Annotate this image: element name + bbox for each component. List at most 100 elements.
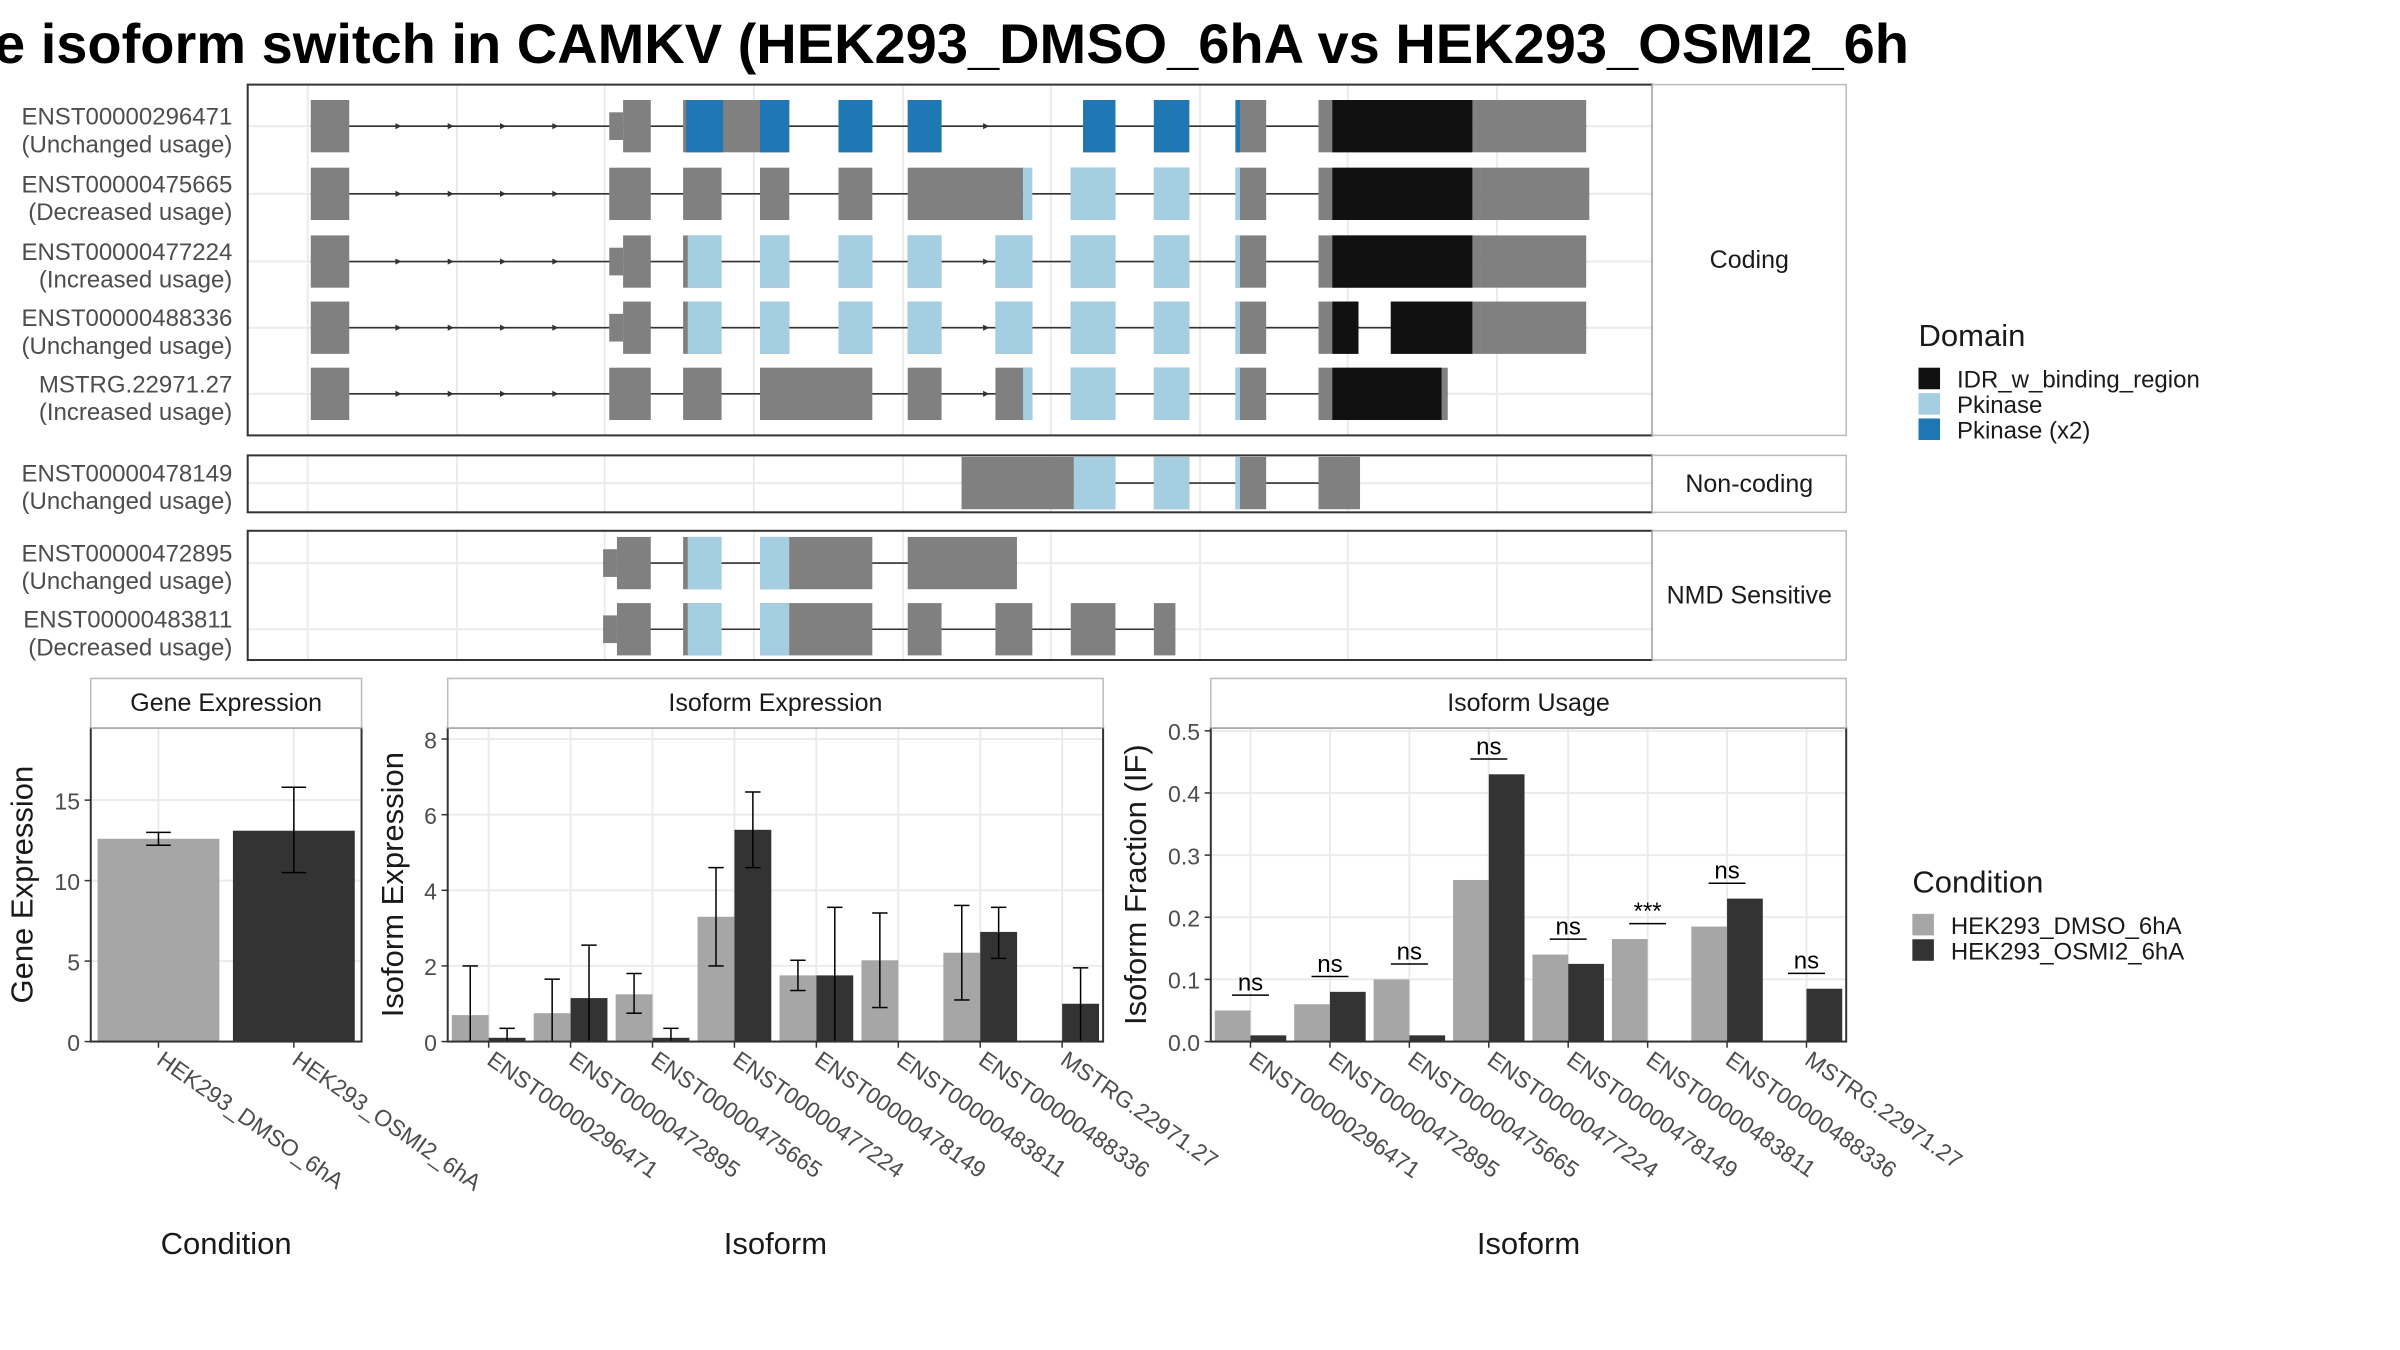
exon bbox=[609, 167, 651, 221]
pkinase-domain bbox=[1153, 235, 1190, 288]
bar bbox=[1691, 926, 1728, 1042]
exon bbox=[995, 603, 1033, 656]
legend-label: Pkinase (x2) bbox=[1957, 417, 2090, 444]
exon bbox=[995, 367, 1024, 421]
transcript-id-label: ENST00000475665 bbox=[21, 171, 232, 198]
pkinase-domain bbox=[1153, 301, 1190, 354]
transcript-id-label: ENST00000472895 bbox=[21, 541, 232, 568]
y-tick-label: 5 bbox=[67, 949, 80, 975]
pkinase-x2-domain bbox=[1083, 100, 1116, 153]
strand-arrow bbox=[395, 390, 402, 397]
pkinase-x2-domain bbox=[1153, 100, 1190, 153]
facet-strip bbox=[1651, 530, 1847, 661]
pkinase-domain bbox=[838, 235, 873, 288]
facet-strip-label: Isoform Usage bbox=[1447, 689, 1610, 717]
exon bbox=[838, 167, 873, 221]
transcript-usage-label: (Increased usage) bbox=[39, 399, 232, 426]
pkinase-domain bbox=[1153, 456, 1190, 510]
strand-arrow bbox=[552, 390, 559, 397]
strand-arrow bbox=[500, 324, 507, 331]
strand-arrow bbox=[447, 123, 454, 130]
exon bbox=[1318, 456, 1361, 510]
bar bbox=[1453, 879, 1489, 1042]
pkinase-domain bbox=[907, 235, 942, 288]
exon bbox=[1153, 603, 1176, 656]
pkinase-domain bbox=[760, 301, 790, 354]
strand-arrow bbox=[500, 123, 507, 130]
legend-label: HEK293_OSMI2_6hA bbox=[1951, 938, 2184, 965]
exon bbox=[907, 167, 1024, 221]
significance-label: ns bbox=[1714, 858, 1739, 885]
strand-arrow bbox=[447, 258, 454, 265]
pkinase-domain bbox=[760, 603, 790, 656]
facet-strip-label: Coding bbox=[1710, 246, 1789, 274]
transcript-usage-label: (Unchanged usage) bbox=[22, 131, 233, 158]
bar bbox=[1488, 774, 1525, 1042]
y-tick-label: 10 bbox=[54, 869, 80, 895]
y-tick-label: 0 bbox=[67, 1030, 80, 1056]
pkinase-domain bbox=[1153, 367, 1190, 421]
exon bbox=[623, 100, 651, 153]
strand-arrow bbox=[500, 390, 507, 397]
exon bbox=[1480, 301, 1587, 354]
bar bbox=[1611, 939, 1648, 1042]
significance-label: ns bbox=[1794, 948, 1819, 975]
strand-arrow bbox=[552, 123, 559, 130]
exon bbox=[907, 367, 942, 421]
pkinase-domain bbox=[1235, 167, 1241, 221]
pkinase-domain bbox=[687, 301, 722, 354]
transcript-enst00000477224 bbox=[310, 235, 1587, 288]
y-tick-label: 0 bbox=[424, 1030, 437, 1056]
bar bbox=[1373, 979, 1410, 1042]
y-tick-label: 0.2 bbox=[1168, 905, 1200, 931]
pkinase-x2-domain bbox=[686, 100, 724, 153]
chart-isoform-usage: ns ns ns ns ns *** ns ns Isoform Usage 0.0 0.1 0.2 0… bbox=[1118, 677, 1967, 1261]
idr-domain bbox=[1390, 301, 1473, 354]
y-axis-title: Isoform Expression bbox=[375, 752, 410, 1017]
y-tick-label: 4 bbox=[424, 879, 437, 905]
legend-title: Domain bbox=[1919, 318, 2026, 353]
legend-title: Condition bbox=[1912, 864, 2043, 899]
exon bbox=[616, 536, 651, 590]
pkinase-domain bbox=[687, 235, 722, 288]
pkinase-domain bbox=[1070, 167, 1116, 221]
bar bbox=[1329, 991, 1366, 1042]
bar bbox=[1727, 898, 1763, 1042]
idr-domain bbox=[1332, 367, 1442, 421]
significance-label: ns bbox=[1317, 951, 1342, 978]
significance-label: ns bbox=[1476, 733, 1501, 760]
idr-domain bbox=[1332, 301, 1359, 354]
facet-strip bbox=[1210, 677, 1847, 729]
y-axis-title: Isoform Fraction (IF) bbox=[1118, 744, 1153, 1025]
pkinase-domain bbox=[995, 301, 1033, 354]
legend-swatch bbox=[1918, 393, 1941, 415]
idr-domain bbox=[1332, 167, 1473, 221]
transcript-usage-label: (Unchanged usage) bbox=[22, 333, 233, 360]
pkinase-domain bbox=[838, 301, 873, 354]
legend-label: IDR_w_binding_region bbox=[1957, 367, 2200, 394]
transcript-panel-coding bbox=[246, 83, 1847, 437]
exon bbox=[1480, 167, 1590, 221]
exon bbox=[1235, 367, 1267, 421]
pkinase-domain bbox=[687, 603, 722, 656]
exon bbox=[683, 167, 722, 221]
pkinase-domain bbox=[760, 536, 790, 590]
exon bbox=[616, 603, 651, 656]
y-tick-label: 6 bbox=[424, 803, 437, 829]
facet-strip bbox=[446, 677, 1104, 729]
facet-strip bbox=[1651, 83, 1847, 437]
transcript-enst00000472895 bbox=[603, 536, 1017, 590]
bar bbox=[1250, 1035, 1287, 1042]
idr-domain bbox=[1332, 100, 1473, 153]
x-axis-title: Isoform bbox=[724, 1226, 827, 1261]
pkinase-domain bbox=[1070, 367, 1116, 421]
legend-swatch bbox=[1912, 939, 1934, 961]
strand-arrow bbox=[395, 190, 402, 197]
y-tick-label: 0.5 bbox=[1168, 719, 1200, 745]
legend-swatch bbox=[1912, 913, 1934, 936]
y-tick-label: 15 bbox=[54, 788, 80, 814]
bar bbox=[1214, 1010, 1251, 1042]
strand-arrow bbox=[552, 258, 559, 265]
transcript-mstrg.22971.27 bbox=[310, 367, 1448, 421]
